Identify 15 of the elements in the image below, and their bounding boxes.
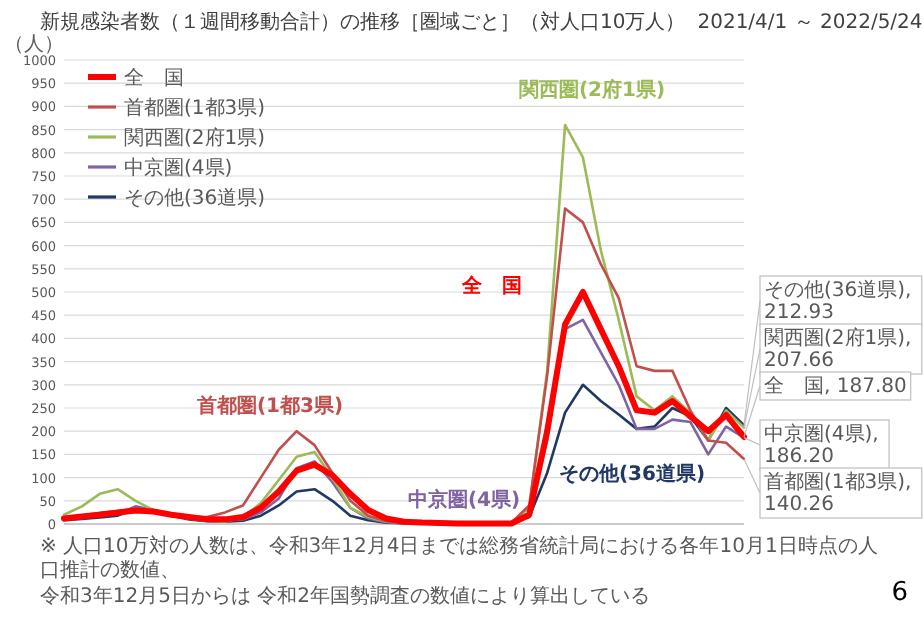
legend-label: 首都圏(1都3県) (124, 96, 266, 120)
y-axis-title: （人） (4, 34, 64, 56)
text: 6 (891, 578, 908, 608)
annotation: 全 国 (460, 274, 522, 298)
legend-label: その他(36道県) (124, 186, 266, 210)
annotation: その他(36道県) (558, 462, 706, 486)
legend-label: 全 国 (124, 66, 184, 90)
annotation: 中京圏(4県) (407, 488, 521, 512)
title: 新規感染者数（１週間移動合計）の推移［圏域ごと］（対人口10万人） 2021/4/1 ～ 2022/5/24 (40, 12, 923, 34)
text: ※ 人口10万対の人数は、令和3年12月4日までは総務省統計局における各年10月1日時点の人口推計の数値、 (40, 534, 878, 582)
legend-label: 中京圏(4県) (124, 156, 233, 180)
annotation: 首都圏(1都3県) (194, 394, 344, 418)
text: 令和3年12月5日からは 令和2年国勢調査の数値により算出している (40, 584, 650, 608)
annotation: 関西圏(2府1県) (518, 78, 666, 102)
legend-label: 関西圏(2府1県) (124, 126, 266, 150)
